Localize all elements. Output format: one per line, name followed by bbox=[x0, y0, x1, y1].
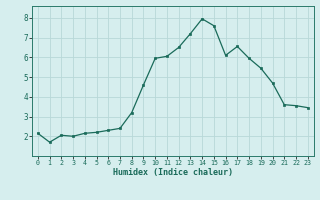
X-axis label: Humidex (Indice chaleur): Humidex (Indice chaleur) bbox=[113, 168, 233, 177]
